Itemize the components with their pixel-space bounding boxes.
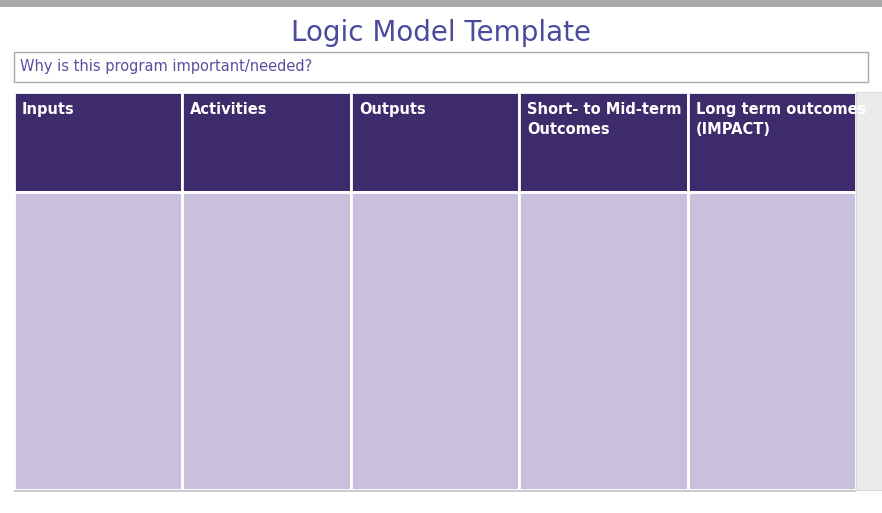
Bar [14, 192, 183, 490]
Bar [688, 92, 856, 192]
Bar [519, 92, 688, 192]
Text: Outputs: Outputs [359, 102, 425, 117]
Bar [351, 92, 519, 192]
Text: Activities: Activities [191, 102, 268, 117]
Text: Inputs: Inputs [22, 102, 75, 117]
Text: Why is this program important/needed?: Why is this program important/needed? [20, 60, 312, 74]
Text: Logic Model Template: Logic Model Template [291, 19, 591, 47]
Bar [856, 92, 882, 490]
Text: Short- to Mid-term
Outcomes: Short- to Mid-term Outcomes [527, 102, 682, 137]
Bar [519, 192, 688, 490]
Bar [0, 0, 882, 7]
Bar [14, 52, 868, 82]
Bar [351, 192, 519, 490]
Bar [183, 192, 351, 490]
Bar [14, 490, 856, 492]
Bar [14, 92, 183, 192]
Bar [688, 192, 856, 490]
Text: Long term outcomes
(IMPACT): Long term outcomes (IMPACT) [696, 102, 866, 137]
Bar [183, 92, 351, 192]
